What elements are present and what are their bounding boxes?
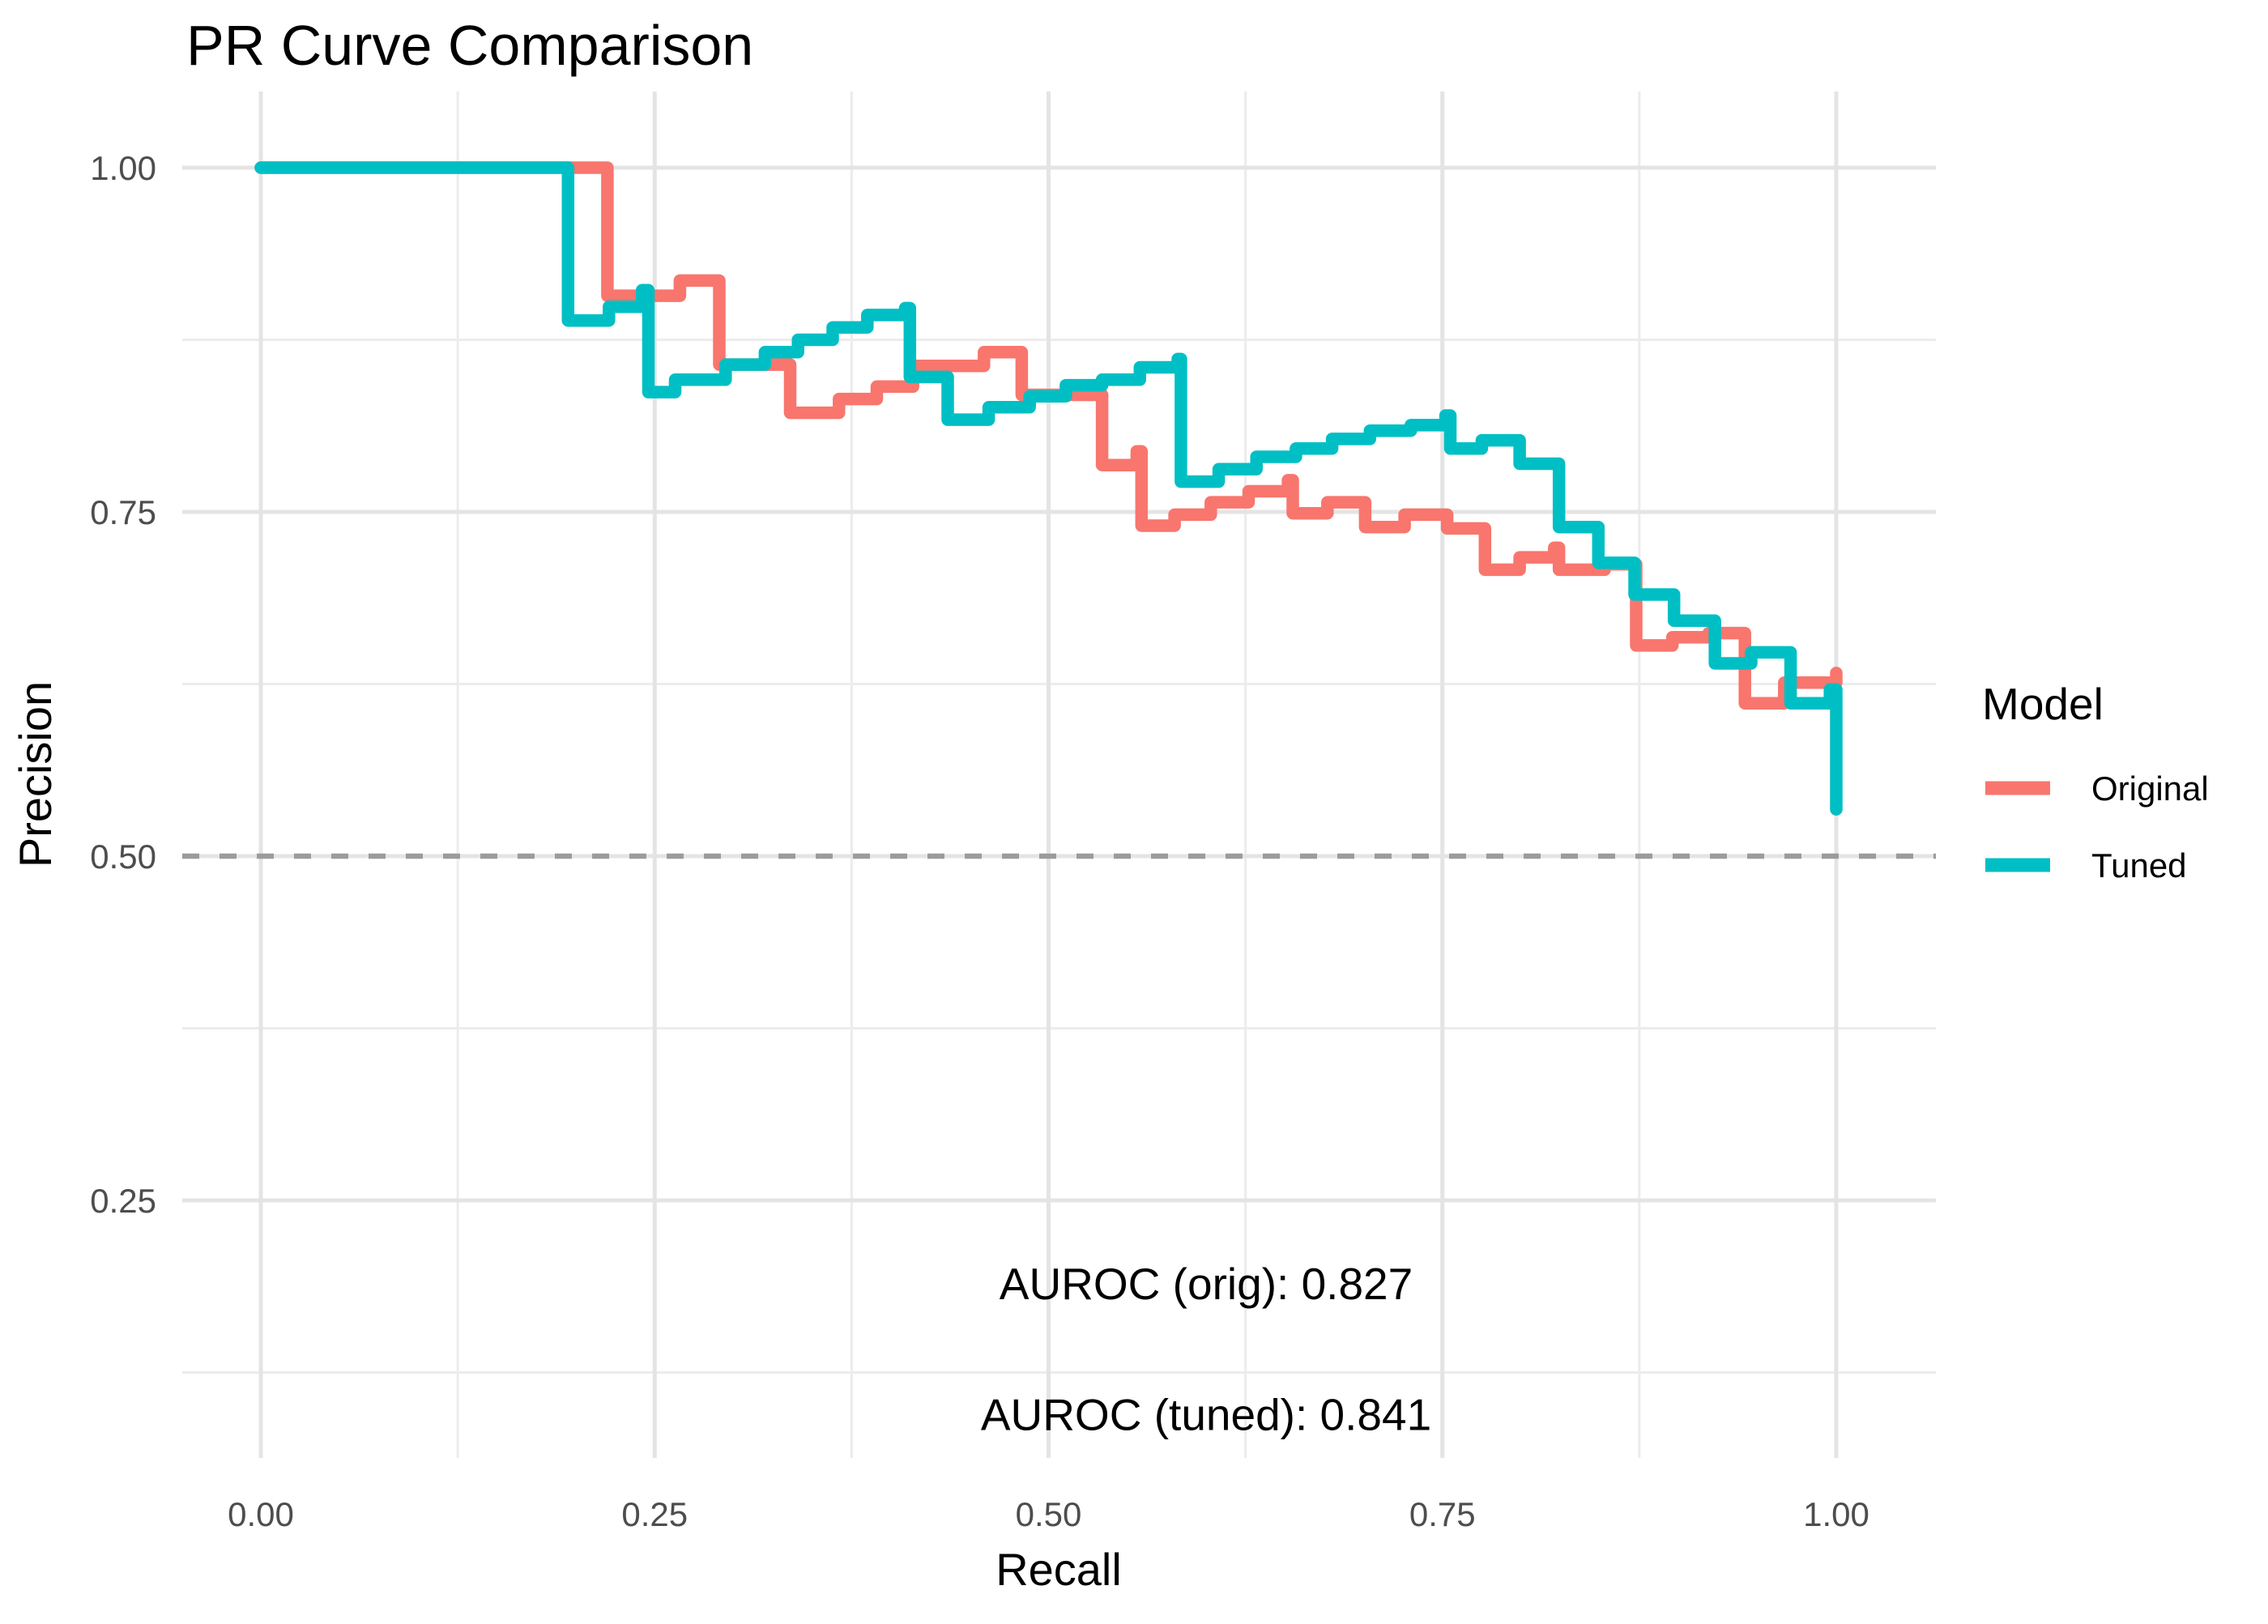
x-tick-label: 0.75 bbox=[1409, 1495, 1476, 1533]
x-axis-title: Recall bbox=[995, 1544, 1122, 1595]
auroc-annotation: AUROC (orig): 0.827 bbox=[1000, 1259, 1413, 1309]
x-axis-tick-labels: 0.00 0.25 0.50 0.75 1.00 bbox=[228, 1495, 1869, 1533]
y-tick-label: 1.00 bbox=[90, 149, 156, 187]
x-tick-label: 0.00 bbox=[228, 1495, 294, 1533]
legend-label-original: Original bbox=[2091, 769, 2209, 808]
pr-curves bbox=[254, 161, 1843, 816]
y-tick-label: 0.75 bbox=[90, 493, 156, 531]
gridlines-major bbox=[182, 92, 1936, 1458]
x-tick-label: 1.00 bbox=[1803, 1495, 1869, 1533]
legend-title: Model bbox=[1982, 679, 2104, 729]
legend: Model Original Tuned bbox=[1982, 679, 2209, 884]
x-tick-label: 0.25 bbox=[621, 1495, 688, 1533]
legend-label-tuned: Tuned bbox=[2091, 846, 2187, 884]
auroc-annotation: AUROC (tuned): 0.841 bbox=[981, 1390, 1431, 1440]
pr-curve-tuned bbox=[254, 161, 1843, 816]
y-axis-title: Precision bbox=[10, 681, 61, 867]
y-tick-label: 0.50 bbox=[90, 838, 156, 876]
gridlines-minor bbox=[182, 92, 1936, 1458]
auroc-annotations: AUROC (orig): 0.827 AUROC (tuned): 0.841 bbox=[981, 1259, 1431, 1440]
plot-title: PR Curve Comparison bbox=[186, 14, 753, 77]
y-tick-label: 0.25 bbox=[90, 1182, 156, 1220]
x-tick-label: 0.50 bbox=[1016, 1495, 1082, 1533]
y-axis-tick-labels: 0.25 0.50 0.75 1.00 bbox=[90, 149, 156, 1220]
